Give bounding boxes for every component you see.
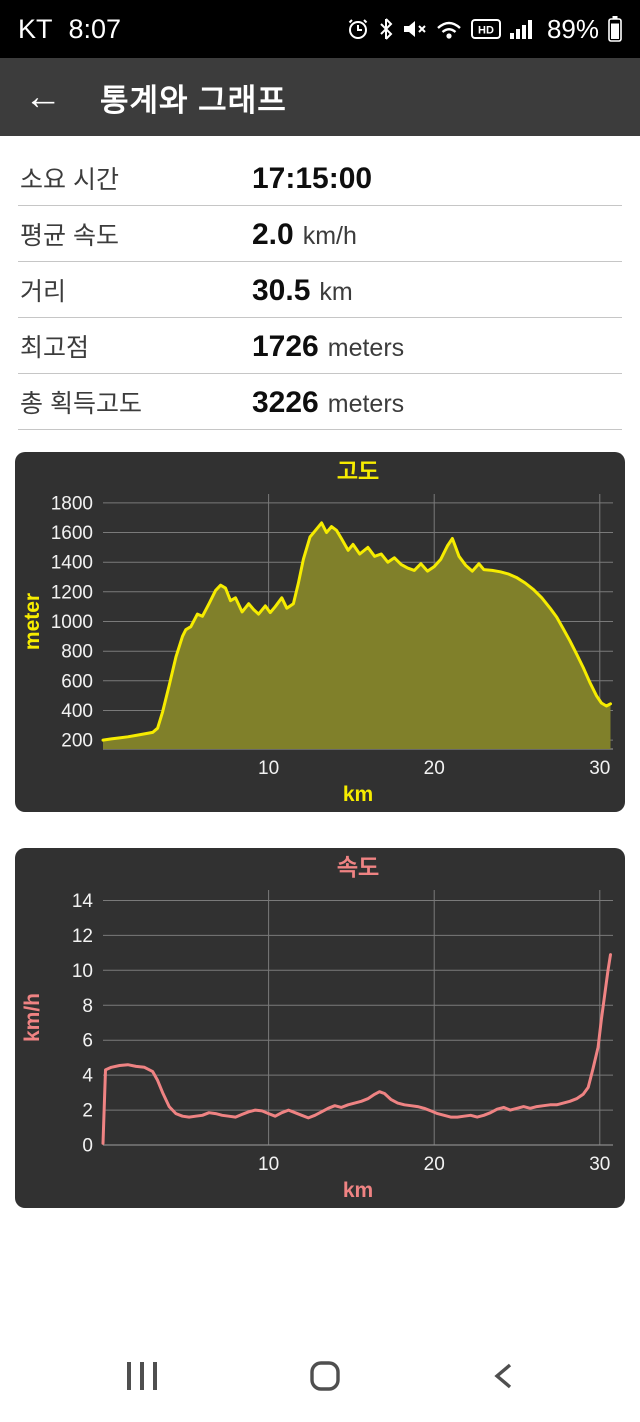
svg-text:20: 20 [424, 758, 445, 779]
stat-label: 최고점 [20, 334, 90, 362]
svg-text:600: 600 [61, 671, 93, 692]
status-bar-right: HD 89% [347, 14, 622, 45]
stat-row-total-ascent: 총 획득고도 3226 meters [18, 374, 622, 430]
stat-value: 17:15:00 [252, 162, 373, 195]
svg-text:HD: HD [478, 25, 494, 37]
svg-text:1200: 1200 [51, 582, 93, 603]
back-icon [490, 1360, 516, 1392]
stat-value: 2.0 [252, 218, 294, 251]
home-button[interactable] [303, 1354, 347, 1398]
svg-text:14: 14 [72, 891, 94, 912]
page-title: 통계와 그래프 [100, 82, 287, 118]
stat-label: 거리 [20, 278, 67, 306]
speed-chart: 0 2 4 6 8 10 12 14 10 20 30 속도 km km/h [21, 854, 613, 1202]
svg-text:200: 200 [61, 731, 93, 752]
svg-text:1800: 1800 [51, 493, 93, 514]
status-bar-left: KT 8:07 [18, 14, 121, 45]
svg-text:6: 6 [82, 1031, 93, 1052]
stat-unit: km [319, 278, 353, 306]
back-button[interactable]: ← [24, 76, 62, 118]
svg-text:10: 10 [72, 961, 93, 982]
stat-unit: meters [327, 334, 405, 362]
android-nav-bar [0, 1330, 640, 1422]
stat-label: 평균 속도 [20, 222, 119, 250]
svg-text:2: 2 [82, 1101, 93, 1122]
svg-text:1400: 1400 [51, 553, 93, 574]
svg-text:0: 0 [82, 1136, 93, 1157]
recents-icon [124, 1361, 160, 1391]
status-bar: KT 8:07 HD 89% [0, 0, 640, 58]
svg-text:12: 12 [72, 926, 93, 947]
carrier-label: KT [18, 13, 53, 44]
elevation-chart: 200 400 600 800 1000 1200 1400 1600 1800 10 20 30 고도… [21, 458, 613, 806]
battery-icon [608, 16, 622, 42]
mute-icon [403, 18, 427, 40]
stat-row-duration: 소요 시간 17:15:00 [18, 150, 622, 206]
stat-value: 1726 [252, 330, 319, 363]
bluetooth-icon [378, 18, 394, 40]
alarm-icon [347, 18, 369, 40]
stat-unit: km/h [302, 222, 357, 250]
app-header: ← 통계와 그래프 [0, 58, 640, 136]
svg-text:8: 8 [82, 996, 93, 1017]
signal-icon [509, 18, 534, 40]
wifi-icon [436, 19, 462, 39]
svg-text:4: 4 [82, 1066, 93, 1087]
svg-text:30: 30 [589, 758, 610, 779]
svg-text:km: km [343, 783, 373, 806]
svg-text:1000: 1000 [51, 612, 93, 633]
battery-percent: 89% [546, 13, 599, 44]
stat-label: 총 획득고도 [20, 390, 142, 418]
hd-icon: HD [470, 19, 501, 39]
elevation-chart-panel: 200 400 600 800 1000 1200 1400 1600 1800 10 20 30 고도… [15, 452, 625, 812]
svg-text:10: 10 [258, 758, 279, 779]
svg-text:고도: 고도 [337, 458, 379, 484]
svg-text:400: 400 [61, 701, 93, 722]
speed-chart-panel: 0 2 4 6 8 10 12 14 10 20 30 속도 km km/h [15, 848, 625, 1208]
svg-text:10: 10 [258, 1154, 279, 1175]
svg-text:meter: meter [21, 593, 44, 650]
svg-text:1600: 1600 [51, 523, 93, 544]
home-icon [309, 1360, 341, 1392]
status-time: 8:07 [68, 13, 122, 44]
stat-unit: meters [327, 390, 405, 418]
screen: KT 8:07 HD 89% [0, 0, 640, 1391]
svg-text:800: 800 [61, 642, 93, 663]
stat-row-distance: 거리 30.5 km [18, 262, 622, 318]
stats-list: 소요 시간 17:15:00 평균 속도 2.0 km/h 거리 30.5 km… [18, 150, 622, 430]
svg-text:속도: 속도 [337, 854, 379, 880]
stat-row-avg-speed: 평균 속도 2.0 km/h [18, 206, 622, 262]
svg-text:20: 20 [424, 1154, 445, 1175]
svg-text:km/h: km/h [21, 993, 44, 1042]
stat-value: 30.5 [252, 274, 311, 307]
svg-text:30: 30 [589, 1154, 610, 1175]
stat-label: 소요 시간 [20, 166, 119, 194]
svg-text:km: km [343, 1179, 373, 1202]
recents-button[interactable] [118, 1355, 166, 1397]
stat-row-max-elevation: 최고점 1726 meters [18, 318, 622, 374]
stat-value: 3226 [252, 386, 319, 419]
back-button-nav[interactable] [484, 1354, 522, 1398]
